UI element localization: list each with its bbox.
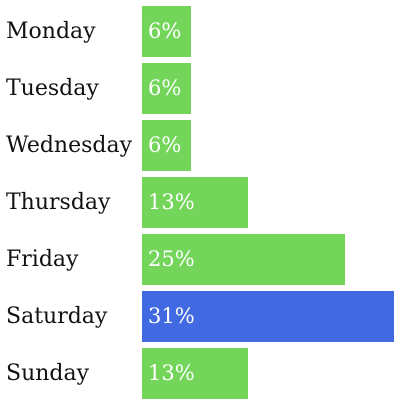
bar — [142, 177, 248, 228]
bar — [142, 6, 191, 57]
category-label: Tuesday — [6, 76, 99, 101]
value-label: 25% — [148, 247, 195, 271]
category-label: Sunday — [6, 361, 90, 386]
bar — [142, 348, 248, 399]
value-label: 31% — [148, 304, 195, 328]
category-label: Saturday — [6, 304, 108, 329]
category-label: Monday — [6, 19, 96, 44]
bar-row: Monday 6% — [0, 6, 400, 57]
bar — [142, 63, 191, 114]
bar-row: Tuesday 6% — [0, 63, 400, 114]
bar-row: Thursday 13% — [0, 177, 400, 228]
value-label: 6% — [148, 19, 182, 43]
bar — [142, 291, 394, 342]
bar-row: Wednesday 6% — [0, 120, 400, 171]
category-label: Thursday — [6, 190, 111, 215]
bar-row: Sunday 13% — [0, 348, 400, 399]
category-label: Friday — [6, 247, 79, 272]
value-label: 6% — [148, 76, 182, 100]
category-label: Wednesday — [6, 133, 133, 158]
bar-row: Friday 25% — [0, 234, 400, 285]
bar — [142, 234, 345, 285]
value-label: 13% — [148, 190, 195, 214]
bar-row: Saturday 31% — [0, 291, 400, 342]
bar — [142, 120, 191, 171]
value-label: 6% — [148, 133, 182, 157]
value-label: 13% — [148, 361, 195, 385]
